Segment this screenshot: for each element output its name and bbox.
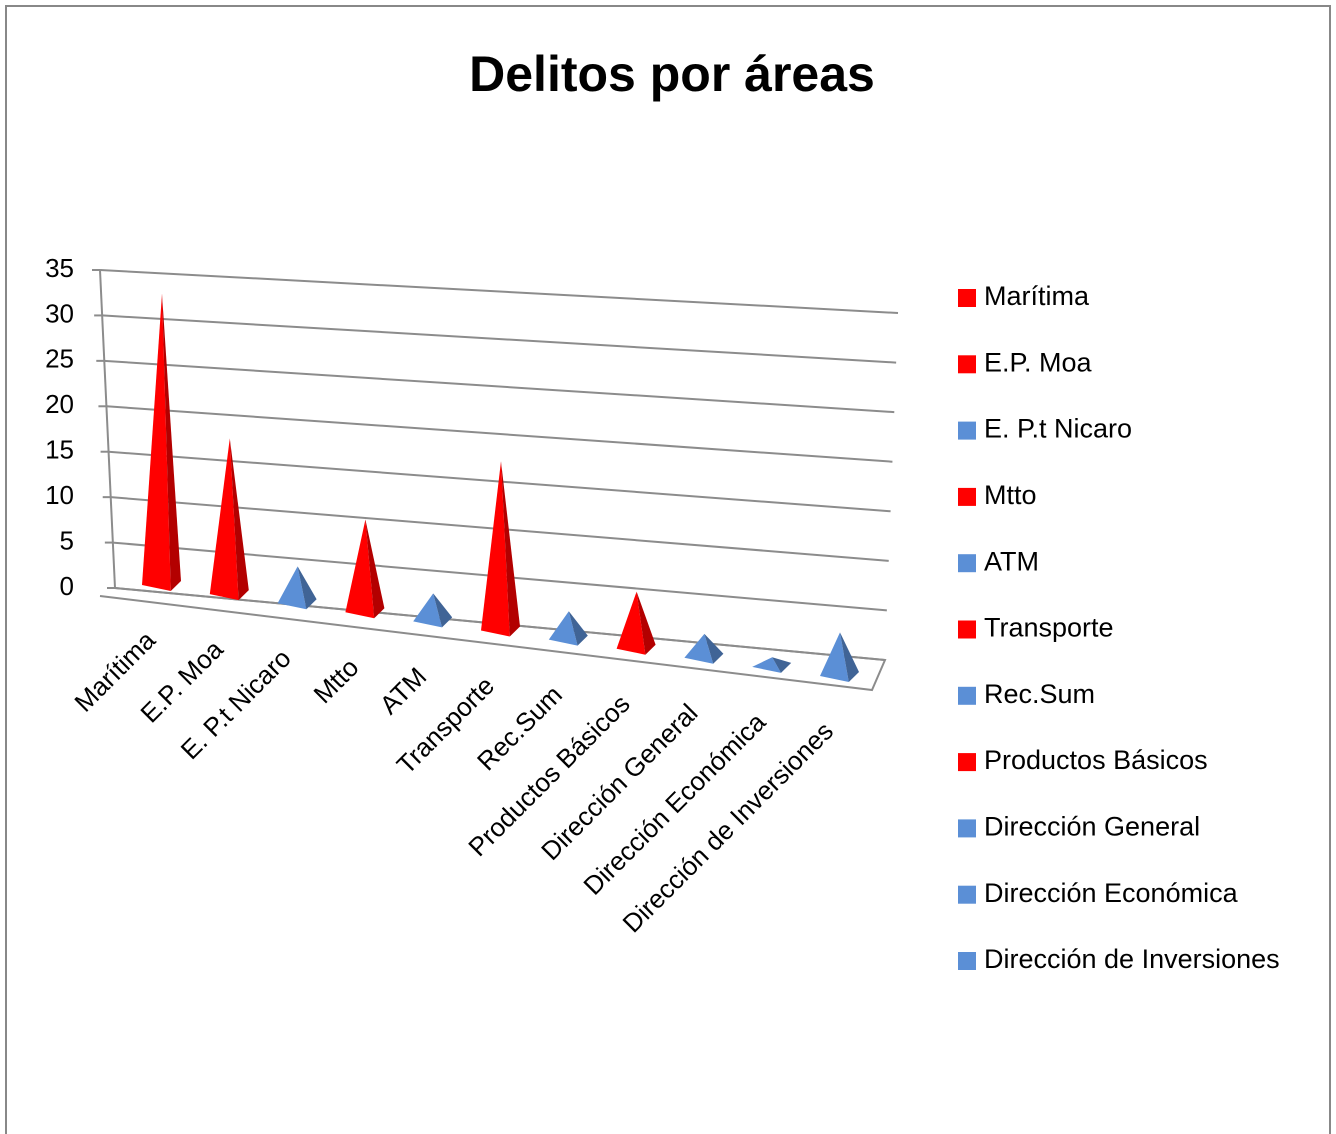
pyramid-front	[548, 611, 578, 646]
pyramid	[548, 611, 588, 646]
legend-swatch	[958, 753, 976, 772]
chart-title: Delitos por áreas	[469, 46, 875, 102]
legend-label: ATM	[984, 546, 1039, 576]
pyramid-side	[704, 633, 724, 664]
pyramid-side	[433, 593, 453, 628]
pyramid	[345, 519, 385, 619]
pyramid-side	[568, 611, 588, 646]
pyramid	[616, 591, 656, 655]
pyramid	[820, 632, 859, 682]
pyramid-front	[752, 657, 781, 673]
pyramid	[142, 293, 181, 591]
grid-line	[102, 314, 897, 364]
legend-swatch	[958, 819, 976, 838]
pyramid	[752, 657, 792, 673]
y-tick-label: 20	[45, 389, 74, 419]
pyramid-side	[229, 438, 249, 601]
pyramid-front	[209, 438, 239, 601]
legend-label: Dirección Económica	[984, 878, 1239, 908]
legend-label: E. P.t Nicaro	[984, 414, 1132, 444]
legend-swatch	[958, 952, 976, 970]
pyramid-front	[413, 593, 442, 628]
legend-swatch	[958, 686, 976, 705]
y-tick-label: 5	[60, 525, 74, 555]
pyramid-side	[501, 461, 520, 637]
y-tick-label: 10	[45, 480, 74, 510]
legend-label: Mtto	[984, 480, 1037, 510]
pyramid-side	[636, 591, 656, 655]
pyramid-front	[684, 633, 714, 664]
y-tick-label: 30	[45, 298, 74, 328]
grid-line	[99, 269, 899, 314]
legend-swatch	[958, 620, 976, 639]
legend-swatch	[958, 355, 976, 374]
pyramid-front	[142, 293, 171, 591]
pyramid-front	[345, 519, 375, 619]
pyramid-side	[162, 293, 181, 591]
pyramid-front	[277, 566, 307, 610]
grid-line	[106, 405, 893, 463]
legend-swatch	[958, 554, 976, 573]
pyramid-front	[616, 591, 646, 655]
grid-line	[104, 359, 895, 414]
pyramid	[209, 438, 249, 601]
pyramid-side	[297, 566, 317, 610]
pyramid	[277, 566, 317, 610]
pyramid-front	[481, 461, 510, 637]
pyramid	[413, 593, 453, 628]
legend-swatch	[958, 885, 976, 904]
legend-label: Dirección General	[984, 812, 1200, 842]
pyramid-side	[840, 632, 859, 682]
pyramid	[684, 633, 724, 664]
legend-swatch	[958, 289, 976, 307]
y-tick-label: 25	[45, 344, 74, 374]
pyramid-side	[365, 519, 385, 619]
legend-label: Marítima	[984, 281, 1090, 311]
legend-label: E.P. Moa	[984, 347, 1093, 377]
legend-label: Productos Básicos	[984, 745, 1208, 775]
legend-label: Transporte	[984, 613, 1114, 643]
y-axis	[99, 269, 116, 589]
legend-swatch	[958, 421, 976, 440]
y-tick-label: 35	[45, 253, 74, 283]
y-tick-label: 15	[45, 435, 74, 465]
legend-label: Rec.Sum	[984, 679, 1095, 709]
legend-label: Dirección de Inversiones	[984, 944, 1280, 974]
pyramid-front	[820, 632, 849, 682]
pyramid-side	[772, 657, 792, 673]
pyramid	[481, 461, 520, 637]
y-tick-label: 0	[60, 571, 74, 601]
legend-swatch	[958, 487, 976, 506]
